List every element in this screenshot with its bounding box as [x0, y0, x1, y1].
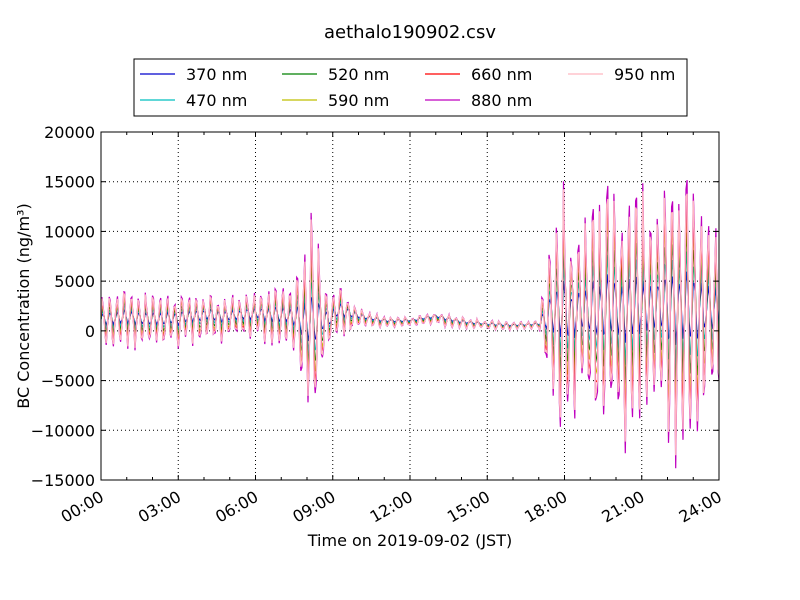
- x-tick-label: 12:00: [367, 487, 416, 527]
- x-tick-label: 06:00: [212, 487, 261, 527]
- x-tick-label: 03:00: [135, 487, 184, 527]
- y-tick-label: 20000: [44, 123, 95, 142]
- x-tick-label: 00:00: [58, 487, 107, 527]
- legend-label: 950 nm: [614, 65, 675, 84]
- legend-label: 370 nm: [186, 65, 247, 84]
- y-tick-label: −5000: [41, 372, 95, 391]
- y-tick-label: 0: [85, 322, 95, 341]
- y-axis-label: BC Concentration (ng/m³): [14, 203, 33, 408]
- legend-label: 880 nm: [471, 91, 532, 110]
- x-tick-label: 15:00: [444, 487, 493, 527]
- legend-label: 660 nm: [471, 65, 532, 84]
- y-tick-label: −15000: [31, 471, 95, 490]
- y-tick-label: 10000: [44, 222, 95, 241]
- x-tick-label: 21:00: [598, 487, 647, 527]
- chart-title: aethalo190902.csv: [324, 22, 496, 43]
- series-lines: [101, 180, 719, 469]
- legend-label: 590 nm: [328, 91, 389, 110]
- grid: [101, 132, 719, 480]
- x-tick-label: 09:00: [289, 487, 338, 527]
- y-tick-label: 5000: [54, 272, 95, 291]
- y-tick-label: −10000: [31, 421, 95, 440]
- series-line-950-nm: [101, 189, 719, 456]
- x-tick-label: 24:00: [676, 487, 725, 527]
- legend-frame: [133, 58, 688, 117]
- x-tick-label: 18:00: [521, 487, 570, 527]
- x-axis-label: Time on 2019-09-02 (JST): [307, 531, 512, 550]
- legend: 370 nm 470 nm 520 nm 590 nm 660 nm 880 nm 950 …: [133, 58, 688, 117]
- legend-label: 520 nm: [328, 65, 389, 84]
- y-axis: −15000 −10000 −5000 0 5000 10000 15000 20000: [31, 123, 719, 490]
- y-tick-label: 15000: [44, 173, 95, 192]
- legend-label: 470 nm: [186, 91, 247, 110]
